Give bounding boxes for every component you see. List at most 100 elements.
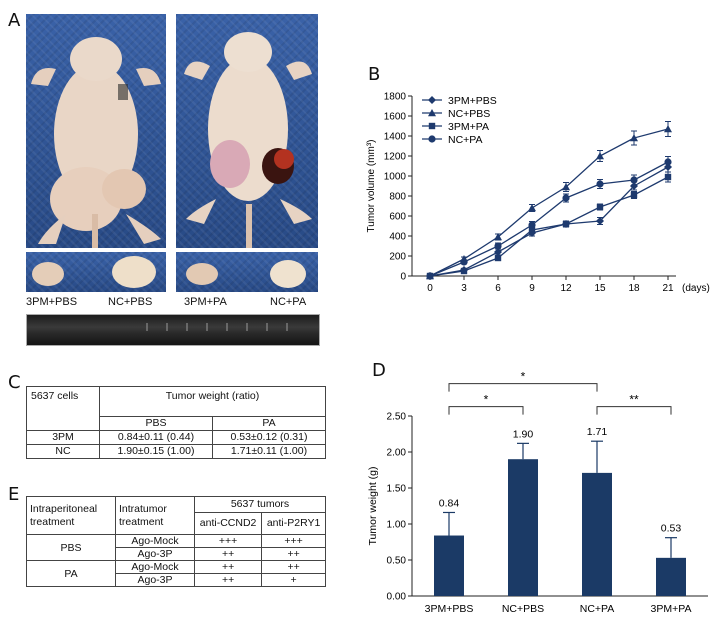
data-point <box>460 267 468 275</box>
x-tick-label: 6 <box>495 283 501 294</box>
tumor-volume-chart: 0 200 400 600 800 1000 1200 1400 1600 1800 0 3 6 9 12 1… <box>366 92 710 295</box>
y-tick-label: 0 <box>400 272 406 283</box>
bar-NC+PBS <box>508 459 538 596</box>
y-tick-label: 1600 <box>384 112 407 123</box>
series-line-NC+PBS <box>429 128 669 277</box>
data-point <box>562 220 570 228</box>
x-tick-label: 21 <box>662 283 674 294</box>
table-c-row-label: 3PM <box>26 430 100 445</box>
legend-marker <box>428 96 436 104</box>
data-point <box>528 221 536 229</box>
table-row: PA Ago-Mock ++ ++ <box>26 560 326 588</box>
data-point <box>596 180 604 188</box>
table-c-header: Tumor weight (ratio) <box>99 386 326 417</box>
data-point <box>664 158 672 166</box>
legend-label: NC+PBS <box>448 108 490 120</box>
x-tick-label: 18 <box>628 283 640 294</box>
y-tick-label: 1000 <box>384 172 407 183</box>
data-point <box>460 258 468 266</box>
data-point <box>630 176 638 184</box>
bar-value-label: 1.90 <box>513 428 534 440</box>
table-row: PBS Ago-Mock +++ +++ <box>26 533 326 562</box>
table-row: NC 1.90±0.15 (1.00) 1.71±0.11 (1.00) <box>26 444 326 459</box>
data-point <box>494 254 502 262</box>
table-row: Ago-3P ++ ++ <box>27 547 326 562</box>
table-e-header-tumors: 5637 tumors <box>194 496 326 513</box>
bar-value-label: 0.53 <box>661 523 682 535</box>
panel-label-e: E <box>8 484 20 505</box>
caption-3pm-pbs: 3PM+PBS <box>26 296 78 308</box>
y-tick-label: 2.00 <box>387 448 407 459</box>
x-axis-unit: (days) <box>682 283 710 294</box>
data-point <box>630 134 638 142</box>
x-tick-label: 3PM+PBS <box>425 603 474 615</box>
panel-label-a: A <box>8 10 21 31</box>
x-tick-label: NC+PBS <box>502 603 544 615</box>
table-e-header-ccnd2: anti-CCND2 <box>193 512 263 535</box>
legend-marker <box>428 109 436 117</box>
x-tick-label: NC+PA <box>580 603 615 615</box>
significance-bracket <box>448 383 598 392</box>
y-tick-label: 2.50 <box>387 412 407 423</box>
table-e-cell: ++ <box>193 573 263 588</box>
y-tick-label: 1400 <box>384 132 407 143</box>
x-tick-label: 12 <box>560 283 572 294</box>
legend-marker <box>428 135 436 143</box>
table-c-cell: 0.53±0.12 (0.31) <box>212 430 326 445</box>
data-point <box>630 191 638 199</box>
y-tick-label: 600 <box>389 212 406 223</box>
y-tick-label: 0.50 <box>387 556 407 567</box>
significance-label: ** <box>629 393 639 407</box>
caption-3pm-pa: 3PM+PA <box>184 296 227 308</box>
data-point <box>596 203 604 211</box>
y-tick-label: 0.00 <box>387 592 407 603</box>
table-e-cell: + <box>261 573 326 588</box>
series-line-NC+PA <box>429 161 669 277</box>
y-axis-label: Tumor weight (g) <box>367 467 379 546</box>
data-point <box>664 125 672 133</box>
caption-nc-pa: NC+PA <box>270 296 307 308</box>
table-e-cell: +++ <box>261 533 326 549</box>
data-point <box>630 182 638 190</box>
y-tick-label: 1800 <box>384 92 407 103</box>
y-axis-label: Tumor volume (mm³) <box>366 140 377 233</box>
data-point <box>596 152 604 160</box>
mouse-photo-pa <box>176 14 318 248</box>
data-point <box>562 183 570 191</box>
legend-label: NC+PA <box>448 134 483 146</box>
series-line-3PM+PBS <box>429 166 669 277</box>
mouse-photo-pbs <box>26 14 166 248</box>
significance-bracket <box>448 406 524 415</box>
data-point <box>664 173 672 181</box>
series-line-3PM+PA <box>429 176 669 277</box>
ruler-photo <box>26 314 320 346</box>
table-e-header-intraperitoneal: Intraperitoneal treatment <box>26 496 116 535</box>
table-c-col-pbs: PBS <box>99 416 213 431</box>
data-point <box>494 248 502 256</box>
data-point <box>528 204 536 212</box>
table-row: Ago-3P ++ + <box>27 573 326 588</box>
tumor-weight-bar-chart: 0.00 0.50 1.00 1.50 2.00 2.50 Tumor weight (g)… <box>367 370 708 615</box>
panel-label-b: B <box>368 64 381 85</box>
staining-table: Intraperitoneal treatment Intratumor tre… <box>26 496 326 588</box>
table-e-cell: ++ <box>193 560 263 575</box>
data-point <box>494 242 502 250</box>
x-tick-label: 15 <box>594 283 606 294</box>
data-point <box>562 194 570 202</box>
x-tick-label: 3 <box>461 283 467 294</box>
y-tick-label: 400 <box>389 232 406 243</box>
x-tick-label: 0 <box>427 283 433 294</box>
tumor-photo-pa <box>176 252 318 292</box>
table-e-group-label: PA <box>26 560 116 588</box>
x-tick-label: 9 <box>529 283 535 294</box>
panel-label-c: C <box>8 372 21 393</box>
table-c-cell: 1.90±0.15 (1.00) <box>99 444 213 459</box>
significance-label: * <box>484 393 489 407</box>
table-e-cell: Ago-3P <box>115 573 195 588</box>
data-point <box>596 217 604 225</box>
legend-label: 3PM+PBS <box>448 95 497 107</box>
table-e-cell: Ago-3P <box>115 547 195 562</box>
table-c-row-label: NC <box>26 444 100 459</box>
table-e-group-label: PBS <box>26 533 116 562</box>
bar-3PM+PBS <box>434 535 464 596</box>
